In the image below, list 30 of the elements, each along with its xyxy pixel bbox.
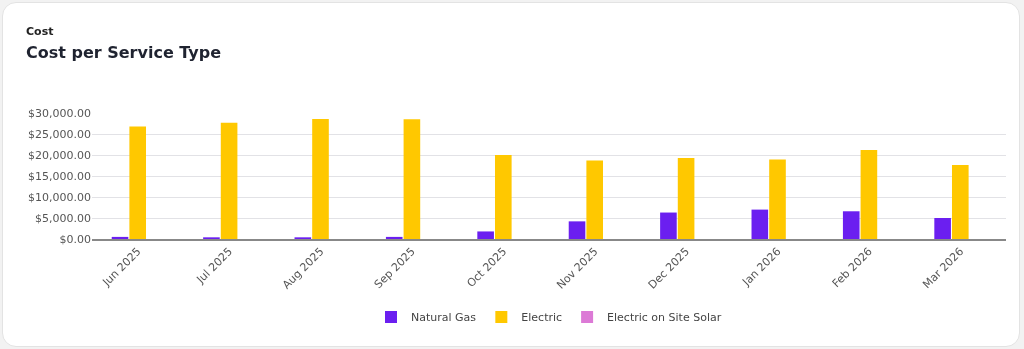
chart-subtitle: Cost bbox=[26, 25, 54, 38]
y-tick-label: $0.00 bbox=[59, 232, 91, 246]
bar bbox=[477, 231, 494, 239]
bar bbox=[860, 149, 878, 239]
bar bbox=[568, 221, 586, 239]
bar bbox=[385, 236, 403, 239]
bar bbox=[220, 122, 238, 239]
bar bbox=[494, 155, 512, 239]
bar bbox=[111, 236, 129, 239]
legend-label: Electric bbox=[521, 311, 563, 325]
y-tick-label: $10,000.00 bbox=[28, 190, 91, 204]
y-tick-label: $15,000.00 bbox=[28, 169, 91, 183]
y-tick-label: $5,000.00 bbox=[35, 211, 91, 225]
bar bbox=[769, 159, 786, 239]
chart-title: Cost per Service Type bbox=[26, 43, 222, 62]
bar bbox=[934, 218, 951, 239]
legend-label: Natural Gas bbox=[411, 311, 477, 325]
bar bbox=[660, 212, 677, 239]
legend-label: Electric on Site Solar bbox=[607, 311, 722, 325]
y-tick-label: $25,000.00 bbox=[28, 127, 91, 141]
bar bbox=[677, 157, 695, 239]
bar bbox=[842, 211, 860, 239]
bar bbox=[312, 118, 329, 239]
bar bbox=[586, 160, 604, 239]
y-tick-label: $30,000.00 bbox=[28, 106, 91, 120]
y-tick-label: $20,000.00 bbox=[28, 148, 91, 162]
bar bbox=[403, 119, 421, 239]
bar bbox=[751, 209, 769, 239]
bar bbox=[129, 126, 147, 239]
bar bbox=[951, 165, 969, 239]
